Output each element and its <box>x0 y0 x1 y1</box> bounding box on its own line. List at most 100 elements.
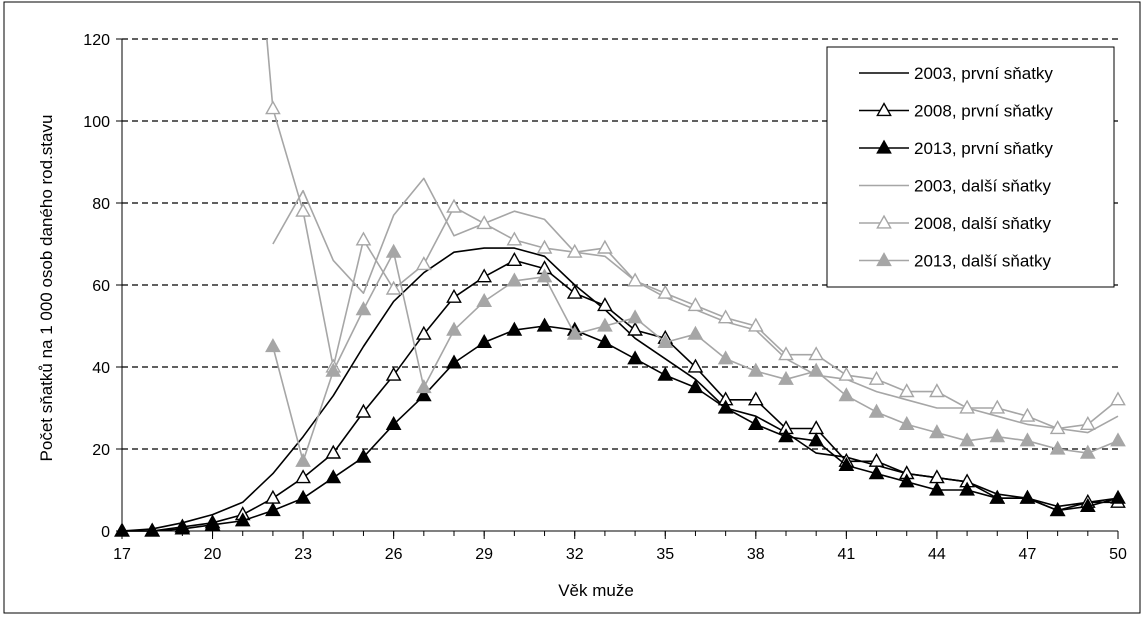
point-2008-dal-s-atky-34 <box>627 272 643 287</box>
point-2008-dal-s-atky-26 <box>385 280 402 295</box>
series-2008-dal-s-atky <box>265 38 1126 435</box>
point-2013-prvn-s-atky-50 <box>1110 489 1126 504</box>
point-2013-dal-s-atky-29 <box>476 292 493 307</box>
point-2008-prvn-s-atky-33 <box>597 297 613 312</box>
point-2013-prvn-s-atky-37 <box>717 399 734 414</box>
point-2013-dal-s-atky-41 <box>838 387 855 402</box>
point-2013-prvn-s-atky-24 <box>325 469 342 484</box>
point-2008-dal-s-atky-42 <box>868 370 885 385</box>
point-2013-prvn-s-atky-33 <box>597 333 613 348</box>
point-2013-dal-s-atky-39 <box>778 370 794 385</box>
point-2013-dal-s-atky-27 <box>415 379 432 394</box>
y-tick-label-0: 0 <box>101 524 110 541</box>
point-2008-dal-s-atky-33 <box>597 239 613 254</box>
point-2008-prvn-s-atky-24 <box>325 444 342 459</box>
point-2008-prvn-s-atky-23 <box>295 469 311 484</box>
axes: 0 20 40 60 80 100 120 17 20 23 26 29 32 35 38 41 44 47 50 <box>83 32 1127 563</box>
x-tick-label-23: 23 <box>294 546 312 563</box>
x-tick-label-50: 50 <box>1109 546 1127 563</box>
point-2008-prvn-s-atky-27 <box>415 325 432 340</box>
series-2013-prvn-s-atky <box>114 317 1126 537</box>
point-2013-prvn-s-atky-31 <box>536 317 553 332</box>
point-2013-prvn-s-atky-35 <box>657 366 674 381</box>
point-2013-prvn-s-atky-48 <box>1049 502 1066 517</box>
point-2013-dal-s-atky-37 <box>717 350 734 365</box>
series-2013-dal-s-atky <box>265 243 1126 467</box>
legend-label: 2013, další sňatky <box>914 252 1052 271</box>
point-2008-dal-s-atky-44 <box>929 383 945 398</box>
x-tick-label-35: 35 <box>656 546 674 563</box>
point-2008-dal-s-atky-48 <box>1049 420 1066 435</box>
point-2013-prvn-s-atky-46 <box>989 489 1006 504</box>
point-2008-dal-s-atky-47 <box>1019 407 1036 422</box>
x-tick-label-47: 47 <box>1019 546 1037 563</box>
point-2008-dal-s-atky-35 <box>657 284 674 299</box>
point-2013-dal-s-atky-42 <box>868 403 885 418</box>
point-2013-dal-s-atky-33 <box>597 317 613 332</box>
point-2013-dal-s-atky-47 <box>1019 432 1036 447</box>
point-2008-prvn-s-atky-30 <box>506 251 523 266</box>
x-tick-label-38: 38 <box>747 546 765 563</box>
point-2013-prvn-s-atky-42 <box>868 465 885 480</box>
series-layer <box>114 38 1126 537</box>
point-2008-prvn-s-atky-32 <box>566 284 583 299</box>
x-axis-label: Věk muže <box>558 581 634 600</box>
point-2013-dal-s-atky-28 <box>446 321 462 336</box>
point-2008-dal-s-atky-45 <box>959 399 975 414</box>
point-2013-prvn-s-atky-36 <box>687 379 704 394</box>
point-2008-dal-s-atky-30 <box>506 231 523 246</box>
point-2013-dal-s-atky-26 <box>385 243 402 258</box>
point-2008-dal-s-atky-41 <box>838 366 855 381</box>
legend-label: 2013, první sňatky <box>914 139 1053 158</box>
point-2013-dal-s-atky-30 <box>506 272 523 287</box>
legend-item-2008-prvn-s-atky: 2008, první sňatky <box>859 102 1053 121</box>
point-2008-dal-s-atky-25 <box>355 231 372 246</box>
legend-label: 2003, další sňatky <box>914 177 1052 196</box>
point-2013-dal-s-atky-45 <box>959 432 975 447</box>
legend-item-2013-prvn-s-atky: 2013, první sňatky <box>859 139 1053 158</box>
point-2008-dal-s-atky-43 <box>898 383 915 398</box>
point-2013-dal-s-atky-32 <box>566 325 583 340</box>
point-2008-prvn-s-atky-25 <box>355 403 372 418</box>
point-2013-dal-s-atky-23 <box>295 452 311 467</box>
point-2008-dal-s-atky-36 <box>687 297 704 312</box>
legend-swatch-marker <box>876 102 892 117</box>
legend-label: 2008, další sňatky <box>914 214 1052 233</box>
point-2013-prvn-s-atky-20 <box>204 516 221 531</box>
x-tick-label-32: 32 <box>566 546 584 563</box>
point-2013-prvn-s-atky-19 <box>174 520 191 535</box>
point-2013-prvn-s-atky-27 <box>415 387 432 402</box>
y-tick-label-100: 100 <box>83 114 110 131</box>
point-2013-prvn-s-atky-29 <box>476 333 493 348</box>
point-2008-prvn-s-atky-36 <box>687 358 704 373</box>
point-2013-prvn-s-atky-17 <box>114 522 130 537</box>
point-2013-dal-s-atky-48 <box>1049 440 1066 455</box>
point-2013-dal-s-atky-50 <box>1110 432 1126 447</box>
point-2013-dal-s-atky-40 <box>808 362 825 377</box>
point-2013-prvn-s-atky-43 <box>898 473 915 488</box>
point-2008-dal-s-atky-50 <box>1110 391 1126 406</box>
point-2008-prvn-s-atky-34 <box>627 321 643 336</box>
legend-label: 2008, první sňatky <box>914 102 1053 121</box>
point-2008-dal-s-atky-38 <box>747 317 764 332</box>
point-2013-prvn-s-atky-28 <box>446 354 462 369</box>
point-2013-dal-s-atky-38 <box>747 362 764 377</box>
x-tick-label-29: 29 <box>475 546 493 563</box>
point-2008-prvn-s-atky-26 <box>385 366 402 381</box>
point-2008-dal-s-atky-37 <box>717 309 734 324</box>
point-2013-dal-s-atky-34 <box>627 309 643 324</box>
point-2008-dal-s-atky-39 <box>778 346 794 361</box>
point-2008-prvn-s-atky-38 <box>747 391 764 406</box>
point-2013-prvn-s-atky-47 <box>1019 489 1036 504</box>
point-2013-dal-s-atky-43 <box>898 415 915 430</box>
point-2008-dal-s-atky-22 <box>265 100 281 115</box>
point-2013-dal-s-atky-22 <box>265 338 281 353</box>
point-2013-prvn-s-atky-21 <box>234 512 251 527</box>
point-2013-prvn-s-atky-39 <box>778 428 794 443</box>
point-2013-dal-s-atky-46 <box>989 428 1006 443</box>
point-2008-dal-s-atky-28 <box>446 198 462 213</box>
point-2013-prvn-s-atky-44 <box>929 481 945 496</box>
y-axis-label: Počet sňatků na 1 000 osob daného rod.st… <box>37 115 56 462</box>
point-2013-dal-s-atky-35 <box>657 333 674 348</box>
